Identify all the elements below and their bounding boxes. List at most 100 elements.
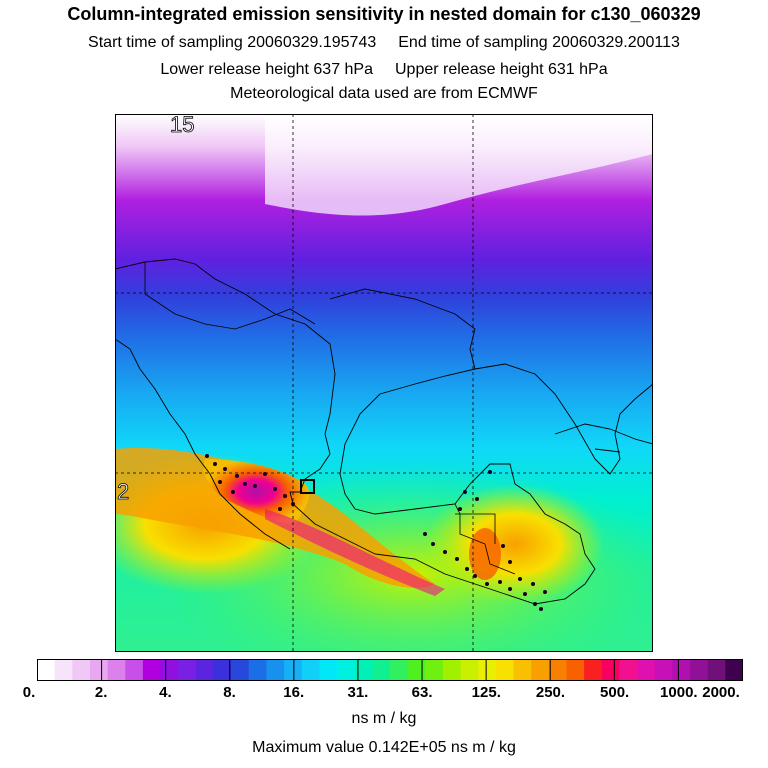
- source-dot: [223, 467, 227, 471]
- sampling-time-row: Start time of sampling 20060329.195743 En…: [0, 34, 768, 52]
- source-dot: [539, 607, 543, 611]
- colorbar-swatch: [37, 659, 56, 681]
- source-dot: [518, 577, 522, 581]
- colorbar-swatch: [672, 659, 691, 681]
- colorbar-tick-label: 2.: [94, 684, 108, 701]
- colorbar-swatch: [707, 659, 726, 681]
- source-dot: [465, 567, 469, 571]
- end-time-label: End time of sampling 20060329.200113: [398, 34, 680, 51]
- source-dot: [531, 582, 535, 586]
- island-coast: [554, 423, 653, 453]
- colorbar-frame: [37, 659, 743, 681]
- colorbar-swatch: [372, 659, 391, 681]
- source-dot: [291, 502, 295, 506]
- source-dot: [488, 470, 492, 474]
- colorbar-swatch: [619, 659, 638, 681]
- source-dot: [235, 474, 239, 478]
- colorbar-tick-label: 63.: [411, 684, 433, 701]
- colorbar-swatch: [213, 659, 232, 681]
- plot-title: Column-integrated emission sensitivity i…: [67, 4, 701, 24]
- colorbar-swatch: [266, 659, 285, 681]
- colorbar-swatch: [301, 659, 320, 681]
- colorbar-tick-label: 16.: [283, 684, 305, 701]
- colorbar-swatch: [195, 659, 214, 681]
- colorbar-swatch: [407, 659, 426, 681]
- colorbar-tick-label: 0.: [22, 684, 36, 701]
- coastline: [115, 258, 653, 605]
- source-dot: [243, 482, 247, 486]
- release-location-box: [300, 479, 315, 494]
- colorbar-swatch: [337, 659, 356, 681]
- colorbar: [37, 659, 743, 681]
- source-dot: [501, 544, 505, 548]
- release-height-row: Lower release height 637 hPa Upper releas…: [0, 61, 768, 79]
- colorbar-swatch: [142, 659, 162, 681]
- coastline-west: [115, 338, 291, 550]
- source-dot: [283, 494, 287, 498]
- colorbar-swatch: [54, 659, 73, 681]
- colorbar-swatch: [654, 659, 673, 681]
- yellow-region-central-america: [425, 484, 605, 604]
- colorbar-swatch: [319, 659, 338, 681]
- colorbar-swatch: [637, 659, 656, 681]
- colorbar-units: ns m / kg: [351, 710, 417, 727]
- source-dot: [273, 487, 277, 491]
- maximum-value-label: Maximum value 0.142E+05 ns m / kg: [252, 739, 516, 756]
- colorbar-tick-label: 125.: [471, 684, 501, 701]
- source-dot: [423, 532, 427, 536]
- colorbar-swatch: [178, 659, 197, 681]
- colorbar-tick-label: 4.: [159, 684, 172, 701]
- map-frame: [115, 114, 653, 652]
- colorbar-swatch: [513, 659, 532, 681]
- local-maximum-region: [469, 528, 501, 580]
- country-border: [144, 262, 516, 575]
- start-time-label: Start time of sampling 20060329.195743: [88, 34, 377, 51]
- source-dot: [278, 507, 282, 511]
- lat-label-15: 15: [170, 114, 194, 137]
- source-dot: [253, 484, 257, 488]
- colorbar-tick-label: 8.: [223, 684, 236, 701]
- colorbar-swatch: [425, 659, 444, 681]
- source-dot: [463, 490, 467, 494]
- source-dot: [218, 480, 222, 484]
- colorbar-swatch: [566, 659, 585, 681]
- colorbar-ticks: 0. 2. 4. 8. 16. 31. 63. 125. 250. 500. 1000. 2000.: [0, 684, 768, 706]
- colorbar-swatch: [548, 659, 567, 681]
- colorbar-tick-label: 500.: [600, 684, 630, 701]
- gulf-coast: [329, 288, 476, 370]
- lat-label-2: 2: [117, 479, 129, 504]
- source-dot: [543, 590, 547, 594]
- colorbar-swatch: [248, 659, 267, 681]
- colorbar-swatch: [107, 659, 126, 681]
- met-data-label: Meteorological data used are from ECMWF: [230, 85, 538, 102]
- upper-height-label: Upper release height 631 hPa: [395, 61, 608, 78]
- source-dot: [533, 602, 537, 606]
- colorbar-swatch: [89, 659, 109, 681]
- source-dot: [231, 490, 235, 494]
- colorbar-tick-label: 2000.: [702, 684, 740, 701]
- colorbar-swatch: [584, 659, 603, 681]
- source-dot: [523, 592, 527, 596]
- colorbar-tick-label: 250.: [535, 684, 566, 701]
- colorbar-swatch: [354, 659, 373, 681]
- source-dot: [263, 472, 267, 476]
- colorbar-swatch: [284, 659, 303, 681]
- colorbar-swatch: [125, 659, 144, 681]
- low-sensitivity-region: [265, 114, 653, 216]
- lower-height-label: Lower release height 637 hPa: [160, 61, 373, 78]
- colorbar-swatch: [601, 659, 620, 681]
- colorbar-swatch: [231, 659, 250, 681]
- colorbar-swatch: [725, 659, 743, 681]
- colorbar-swatch: [72, 659, 91, 681]
- colorbar-swatch: [460, 659, 479, 681]
- colorbar-swatch: [531, 659, 550, 681]
- colorbar-swatch: [442, 659, 462, 681]
- source-dot: [485, 582, 489, 586]
- colorbar-tick-label: 31.: [347, 684, 369, 701]
- source-dot: [455, 557, 459, 561]
- source-dot: [498, 580, 502, 584]
- emission-sensitivity-map: 15 2: [115, 114, 653, 652]
- colorbar-swatch: [690, 659, 709, 681]
- source-dot: [213, 462, 217, 466]
- source-dot: [431, 542, 435, 546]
